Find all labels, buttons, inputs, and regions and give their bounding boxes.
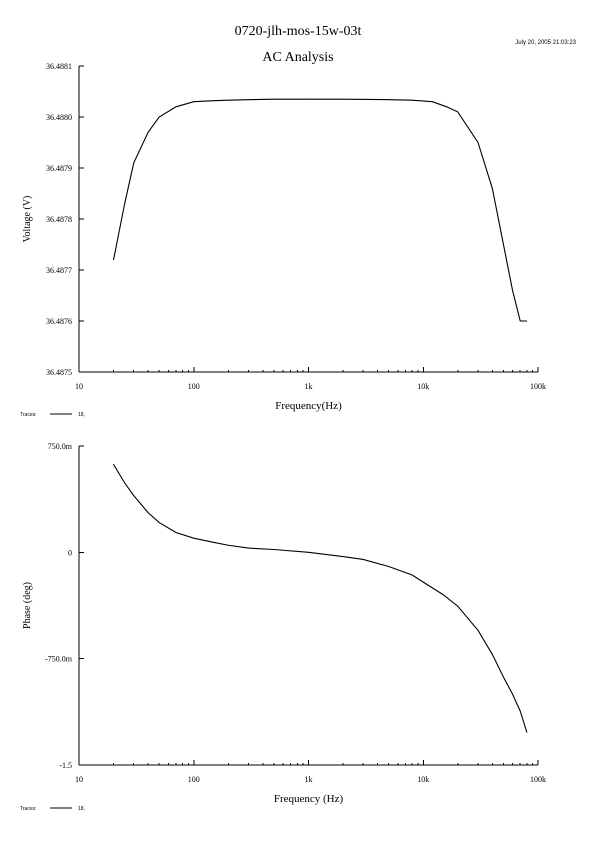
data-point <box>158 522 160 523</box>
data-point <box>526 731 528 733</box>
chart-title: AC Analysis <box>262 50 333 65</box>
data-point <box>342 98 344 100</box>
data-point <box>133 162 135 164</box>
x-tick-label: 10 <box>75 775 83 784</box>
data-point <box>113 464 114 465</box>
data-point <box>457 111 459 113</box>
data-point <box>388 566 390 567</box>
y-tick-label: 36.4875 <box>46 368 72 377</box>
data-point <box>519 320 521 322</box>
y-axis-label: Phase (deg) <box>22 582 33 629</box>
y-tick-label: -1.5 <box>59 761 72 770</box>
data-point <box>512 290 513 291</box>
data-point <box>457 605 459 607</box>
y-tick-label: 36.4877 <box>46 266 72 275</box>
y-tick-label: 36.4880 <box>46 113 72 122</box>
x-axis-label: Frequency(Hz) <box>275 400 342 412</box>
series-line <box>113 98 527 322</box>
data-point <box>273 98 275 100</box>
data-point <box>158 116 160 118</box>
y-tick-label: 36.4878 <box>46 215 72 224</box>
data-point <box>193 101 195 103</box>
data-point <box>147 131 149 133</box>
data-point <box>503 244 504 245</box>
data-point <box>519 710 521 712</box>
x-tick-label: 1k <box>305 382 313 391</box>
data-point <box>227 99 229 101</box>
x-tick-label: 100k <box>530 775 546 784</box>
data-point <box>362 559 364 560</box>
data-point <box>124 203 126 205</box>
data-point <box>443 594 444 596</box>
data-point <box>503 676 504 678</box>
data-point <box>175 532 177 533</box>
x-tick-label: 10 <box>75 382 83 391</box>
series-line <box>113 464 528 733</box>
x-tick-label: 100 <box>188 382 200 391</box>
data-point <box>147 512 149 514</box>
legend-label: Traces: <box>20 806 36 812</box>
y-tick-label: 36.4876 <box>46 317 72 326</box>
data-point <box>133 495 135 497</box>
data-point <box>422 581 424 583</box>
data-point <box>308 551 309 553</box>
data-point <box>175 106 177 108</box>
x-tick-label: 100 <box>188 775 200 784</box>
data-point <box>193 537 195 539</box>
data-point <box>446 106 448 108</box>
data-point <box>477 142 479 143</box>
voltage-chart: 10 100 1k 10k 100k 36.4875 36.4876 36.4877 36.48… <box>20 62 546 418</box>
data-point <box>124 482 126 484</box>
y-tick-label: 750.0m <box>48 442 73 451</box>
data-point <box>248 99 249 101</box>
legend-entry: 18, <box>78 806 85 812</box>
x-tick-label: 10k <box>417 382 429 391</box>
data-point <box>248 547 249 549</box>
data-point <box>342 556 344 557</box>
data-point <box>213 542 215 543</box>
x-tick-label: 10k <box>417 775 429 784</box>
x-tick-label: 1k <box>305 775 313 784</box>
timestamp: July 20, 2005 21:03:23 <box>515 40 576 46</box>
data-point <box>113 259 114 261</box>
data-point <box>388 99 390 101</box>
data-point <box>273 549 275 550</box>
y-tick-label: 0 <box>68 548 72 557</box>
legend-label: Traces: <box>20 412 36 418</box>
data-point <box>227 544 229 546</box>
y-axis-label: Voltage (V) <box>22 196 33 243</box>
data-point <box>411 99 413 101</box>
data-point <box>431 101 433 103</box>
y-tick-label: 36.4879 <box>46 164 72 173</box>
data-point <box>477 629 479 631</box>
legend-entry: 18, <box>78 412 85 418</box>
y-tick-label: 36.4881 <box>46 62 72 71</box>
x-axis-label: Frequency (Hz) <box>274 793 344 805</box>
data-point <box>411 574 413 576</box>
data-point <box>308 98 309 100</box>
data-point <box>512 693 513 695</box>
y-tick-label: -750.0m <box>45 655 73 664</box>
data-point <box>213 100 215 102</box>
data-point <box>491 654 493 655</box>
figure-title: 0720-jlh-mos-15w-03t <box>235 24 362 39</box>
data-point <box>491 188 493 189</box>
data-point <box>526 320 528 322</box>
x-tick-label: 100k <box>530 382 546 391</box>
phase-chart: 10 100 1k 10k 100k 750.0m 0 -750.0m -1.5 Frequenc… <box>20 442 546 812</box>
